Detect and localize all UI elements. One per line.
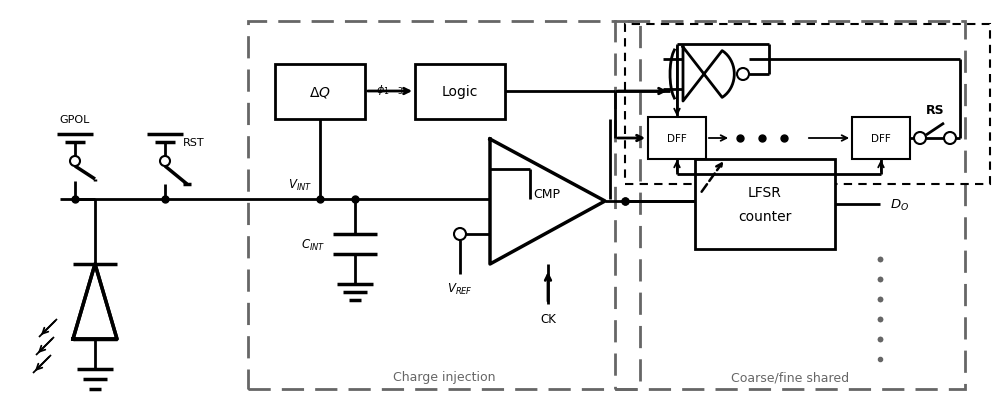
Polygon shape bbox=[683, 48, 734, 102]
Bar bbox=[695, 160, 835, 249]
Circle shape bbox=[944, 133, 956, 145]
Bar bbox=[415, 65, 505, 120]
Bar bbox=[625, 25, 990, 185]
Text: CK: CK bbox=[540, 313, 556, 326]
Text: counter: counter bbox=[738, 209, 792, 224]
Text: $V_{INT}$: $V_{INT}$ bbox=[288, 177, 312, 192]
Polygon shape bbox=[73, 264, 117, 339]
Circle shape bbox=[70, 157, 80, 166]
Text: RS: RS bbox=[926, 104, 944, 117]
Bar bbox=[648, 118, 706, 160]
Circle shape bbox=[160, 157, 170, 166]
Bar bbox=[248, 22, 640, 389]
Text: $V_{REF}$: $V_{REF}$ bbox=[447, 281, 473, 296]
Text: $D_O$: $D_O$ bbox=[890, 197, 910, 212]
Text: $C_{INT}$: $C_{INT}$ bbox=[301, 237, 325, 252]
Text: Coarse/fine shared: Coarse/fine shared bbox=[731, 371, 849, 384]
Text: GPOL: GPOL bbox=[60, 115, 90, 125]
Bar bbox=[852, 118, 910, 160]
Circle shape bbox=[737, 69, 749, 81]
Circle shape bbox=[914, 133, 926, 145]
Text: $\Delta Q$: $\Delta Q$ bbox=[309, 84, 331, 99]
Bar bbox=[275, 65, 365, 120]
Text: LFSR: LFSR bbox=[748, 185, 782, 200]
Text: Logic: Logic bbox=[442, 85, 478, 99]
Polygon shape bbox=[490, 140, 605, 264]
Text: $\phi_{1\sim3}$: $\phi_{1\sim3}$ bbox=[376, 83, 404, 97]
Text: DFF: DFF bbox=[871, 134, 891, 144]
Text: RST: RST bbox=[183, 138, 205, 148]
Text: Charge injection: Charge injection bbox=[393, 371, 495, 384]
Circle shape bbox=[454, 228, 466, 241]
Text: CMP: CMP bbox=[534, 187, 560, 200]
Text: DFF: DFF bbox=[667, 134, 687, 144]
Bar bbox=[615, 22, 965, 389]
